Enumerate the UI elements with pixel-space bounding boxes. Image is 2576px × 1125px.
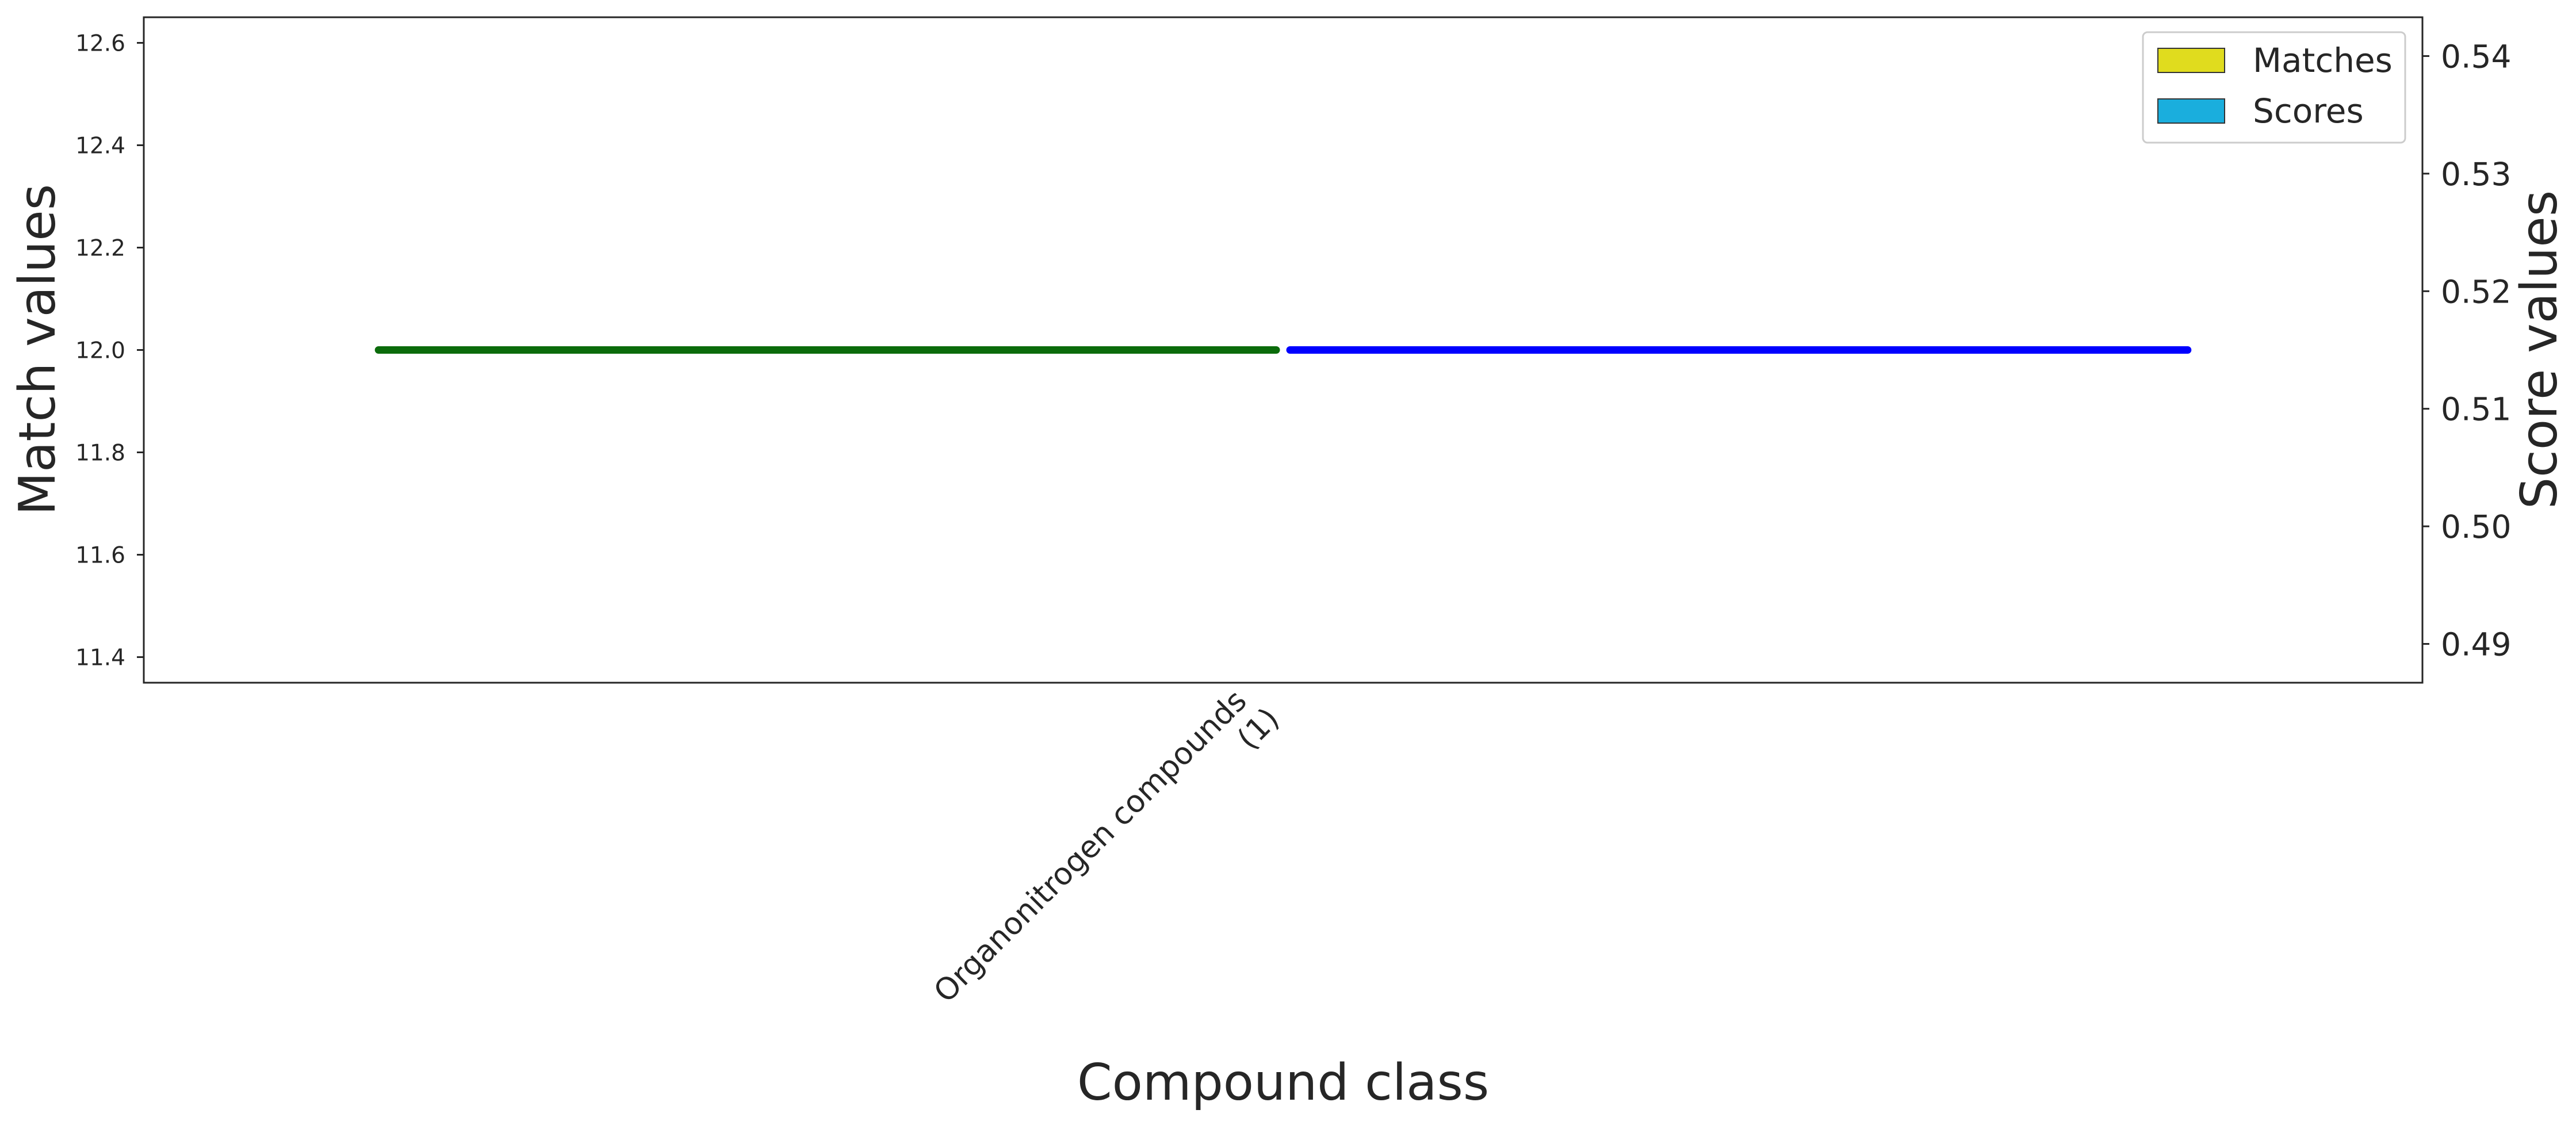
left-axis-ticks: 11.4 11.6 11.8 12.0 12.2 12.4 12.6 [75,31,144,671]
x-axis-label: Compound class [1077,1053,1489,1112]
category-tick-line: Organonitrogen compounds [927,683,1253,1009]
left-tick-label: 12.4 [75,133,125,159]
right-axis-ticks: 0.49 0.50 0.51 0.52 0.53 0.54 [2422,38,2511,663]
left-tick-label: 11.8 [75,441,125,466]
plot-frame [143,16,2424,684]
left-tick-label: 11.4 [75,645,125,671]
left-y-axis-label: Match values [8,184,67,515]
legend-swatch-matches [2157,48,2225,73]
legend-label-scores: Scores [2253,91,2364,131]
right-tick-label: 0.50 [2441,508,2511,545]
left-tick-label: 12.2 [75,236,125,262]
right-tick-label: 0.52 [2441,273,2511,310]
left-tick-label: 11.6 [75,543,125,569]
left-tick-label: 12.6 [75,31,125,57]
category-tick-label: Organonitrogen compounds(1) [927,683,1286,1009]
left-tick-label: 12.0 [75,338,125,364]
legend-swatch-scores [2157,98,2225,124]
right-tick-label: 0.53 [2441,156,2511,193]
category-axis-ticks: Organonitrogen compounds(1) [927,683,1286,1009]
right-tick-label: 0.51 [2441,391,2511,428]
right-y-axis-label: Score values [2510,190,2569,509]
legend: Matches Scores [2142,31,2406,144]
right-tick-label: 0.49 [2441,626,2511,663]
legend-label-matches: Matches [2253,41,2393,80]
right-tick-label: 0.54 [2441,38,2511,75]
